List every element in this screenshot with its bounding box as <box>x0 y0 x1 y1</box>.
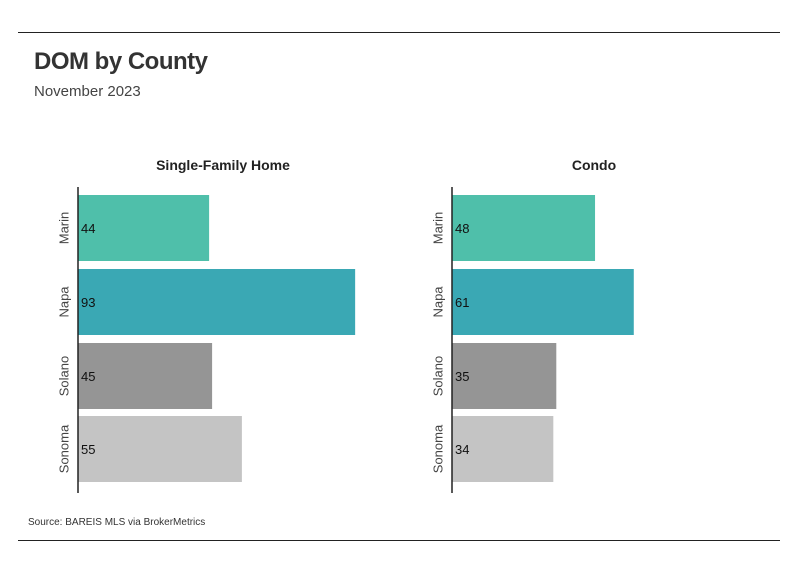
category-label-condo-marin: Marin <box>431 212 446 245</box>
bar-single-family-home-marin <box>78 195 210 261</box>
value-label-condo-napa: 61 <box>455 295 469 310</box>
bar-condo-napa <box>452 269 634 335</box>
bottom-rule <box>18 540 780 541</box>
panel-title-single-family-home: Single-Family Home <box>156 157 290 173</box>
category-label-condo-solano: Solano <box>431 356 446 396</box>
value-label-condo-solano: 35 <box>455 369 469 384</box>
chart-title: DOM by County <box>34 48 208 75</box>
category-label-condo-sonoma: Sonoma <box>431 424 446 473</box>
value-label-single-family-home-marin: 44 <box>81 221 95 236</box>
bar-single-family-home-napa <box>78 269 356 335</box>
value-label-condo-sonoma: 34 <box>455 442 469 457</box>
category-label-single-family-home-sonoma: Sonoma <box>57 424 72 473</box>
category-label-single-family-home-solano: Solano <box>57 356 72 396</box>
top-rule <box>18 32 780 33</box>
bar-condo-marin <box>452 195 596 261</box>
chart-subtitle: November 2023 <box>34 83 141 100</box>
value-label-single-family-home-napa: 93 <box>81 295 95 310</box>
bar-condo-solano <box>452 343 557 409</box>
source-note: Source: BAREIS MLS via BrokerMetrics <box>28 517 206 528</box>
category-label-single-family-home-marin: Marin <box>57 212 72 245</box>
bar-single-family-home-solano <box>78 343 213 409</box>
value-label-single-family-home-sonoma: 55 <box>81 442 95 457</box>
category-label-condo-napa: Napa <box>431 286 446 318</box>
category-label-single-family-home-napa: Napa <box>57 286 72 318</box>
panel-title-condo: Condo <box>572 157 616 173</box>
value-label-condo-marin: 48 <box>455 221 469 236</box>
bar-single-family-home-sonoma <box>78 416 242 482</box>
value-label-single-family-home-solano: 45 <box>81 369 95 384</box>
bar-condo-sonoma <box>452 416 554 482</box>
